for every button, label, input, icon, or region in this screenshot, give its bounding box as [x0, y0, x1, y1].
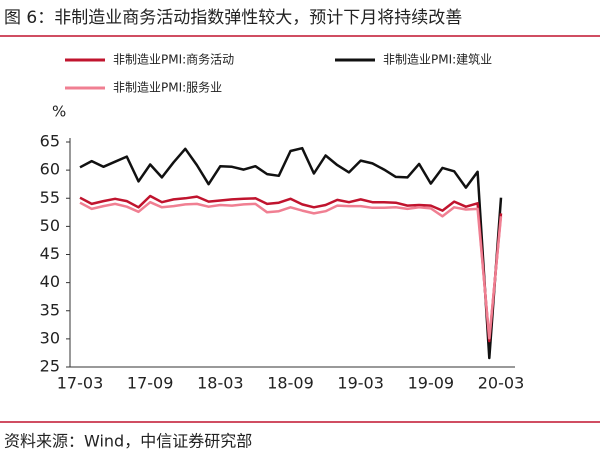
series-line	[79, 194, 503, 343]
x-tick-label: 18-09	[267, 374, 314, 393]
legend-label: 非制造业PMI:建筑业	[383, 52, 492, 67]
y-tick-label: 40	[40, 272, 60, 291]
y-tick-label: 60	[40, 160, 60, 179]
source: 资料来源：Wind，中信证券研究部	[4, 432, 252, 451]
x-tick-label: 19-09	[408, 374, 455, 393]
x-tick-label: 18-03	[197, 374, 244, 393]
y-tick-label: 45	[40, 244, 60, 263]
x-tick-label: 20-03	[478, 374, 525, 393]
y-tick-label: 25	[40, 357, 60, 376]
legend-label: 非制造业PMI:商务活动	[113, 52, 234, 67]
y-tick-label: 30	[40, 328, 60, 347]
x-tick-label: 17-03	[57, 374, 104, 393]
series-line	[79, 200, 503, 340]
y-tick-label: 65	[40, 132, 60, 151]
chart-title: 图 6：非制造业商务活动指数弹性较大，预计下月将持续改善	[4, 8, 462, 28]
y-tick-label: 35	[40, 300, 60, 319]
x-tick-label: 19-03	[337, 374, 384, 393]
legend-label: 非制造业PMI:服务业	[113, 80, 222, 95]
y-axis-label: %	[52, 103, 66, 121]
x-tick-label: 17-09	[127, 374, 174, 393]
y-tick-label: 50	[40, 216, 60, 235]
series-line	[79, 146, 503, 360]
y-tick-label: 55	[40, 188, 60, 207]
